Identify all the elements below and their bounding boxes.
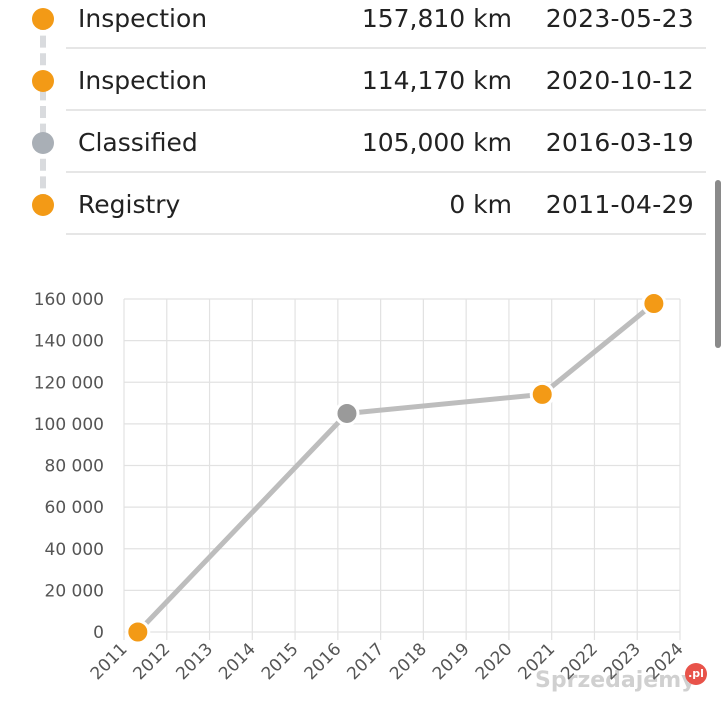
event-label: Inspection <box>78 4 208 33</box>
y-tick-label: 140 000 <box>34 332 104 352</box>
event-mileage: 114,170 km <box>361 66 512 95</box>
y-tick-label: 20 000 <box>45 581 104 601</box>
event-date: 2011-04-29 <box>545 190 694 219</box>
classified-dot-icon <box>32 132 54 154</box>
row-divider <box>66 47 706 49</box>
data-point <box>125 619 151 645</box>
x-tick-label: 2018 <box>386 639 431 684</box>
mileage-chart: 0 20 000 40 000 60 000 80 000 100 000 120 000 1… <box>34 290 688 684</box>
event-date: 2020-10-12 <box>545 66 694 95</box>
data-point <box>334 400 360 426</box>
event-mileage: 157,810 km <box>361 4 512 33</box>
x-tick-label: 2017 <box>343 639 388 684</box>
x-tick-label: 2015 <box>258 639 303 684</box>
registry-dot-icon <box>32 194 54 216</box>
x-tick-label: 2012 <box>130 639 175 684</box>
mileage-series <box>125 291 667 645</box>
timeline-row: Inspection 114,170 km 2020-10-12 <box>0 62 706 124</box>
event-date: 2023-05-23 <box>545 4 694 33</box>
timeline-connector <box>40 18 46 206</box>
y-tick-label: 80 000 <box>45 457 104 477</box>
chart-grid <box>123 298 681 640</box>
y-tick-label: 160 000 <box>34 290 104 310</box>
x-tick-label: 2011 <box>87 639 132 684</box>
row-divider <box>66 171 706 173</box>
row-divider <box>66 233 706 235</box>
data-point <box>529 381 555 407</box>
event-mileage: 0 km <box>449 190 512 219</box>
series-line <box>136 301 656 634</box>
y-tick-label: 100 000 <box>34 415 104 435</box>
event-label: Inspection <box>78 66 208 95</box>
x-tick-label: 2019 <box>429 639 474 684</box>
x-tick-label: 2014 <box>215 639 260 684</box>
watermark-badge: .pl <box>685 663 707 685</box>
timeline-row: Registry 0 km 2011-04-29 <box>0 186 706 248</box>
inspection-dot-icon <box>32 70 54 92</box>
row-divider <box>66 109 706 111</box>
x-tick-label: 2013 <box>172 639 217 684</box>
inspection-dot-icon <box>32 8 54 30</box>
watermark-text: Sprzedajemy <box>535 668 696 693</box>
event-label: Classified <box>78 128 198 157</box>
data-point <box>641 291 667 317</box>
y-tick-label: 120 000 <box>34 373 104 393</box>
history-timeline: Inspection 157,810 km 2023-05-23 Inspect… <box>0 0 710 250</box>
x-tick-label: 2016 <box>301 639 346 684</box>
y-axis-ticks: 0 20 000 40 000 60 000 80 000 100 000 120 000 1… <box>34 290 104 643</box>
y-tick-label: 60 000 <box>45 498 104 518</box>
y-tick-label: 40 000 <box>45 540 104 560</box>
event-label: Registry <box>78 190 181 219</box>
timeline-row: Classified 105,000 km 2016-03-19 <box>0 124 706 186</box>
page-scrollbar[interactable] <box>715 180 721 348</box>
y-tick-label: 0 <box>93 623 104 643</box>
event-mileage: 105,000 km <box>361 128 512 157</box>
event-date: 2016-03-19 <box>545 128 694 157</box>
x-tick-label: 2020 <box>472 639 517 684</box>
timeline-row: Inspection 157,810 km 2023-05-23 <box>0 0 706 62</box>
